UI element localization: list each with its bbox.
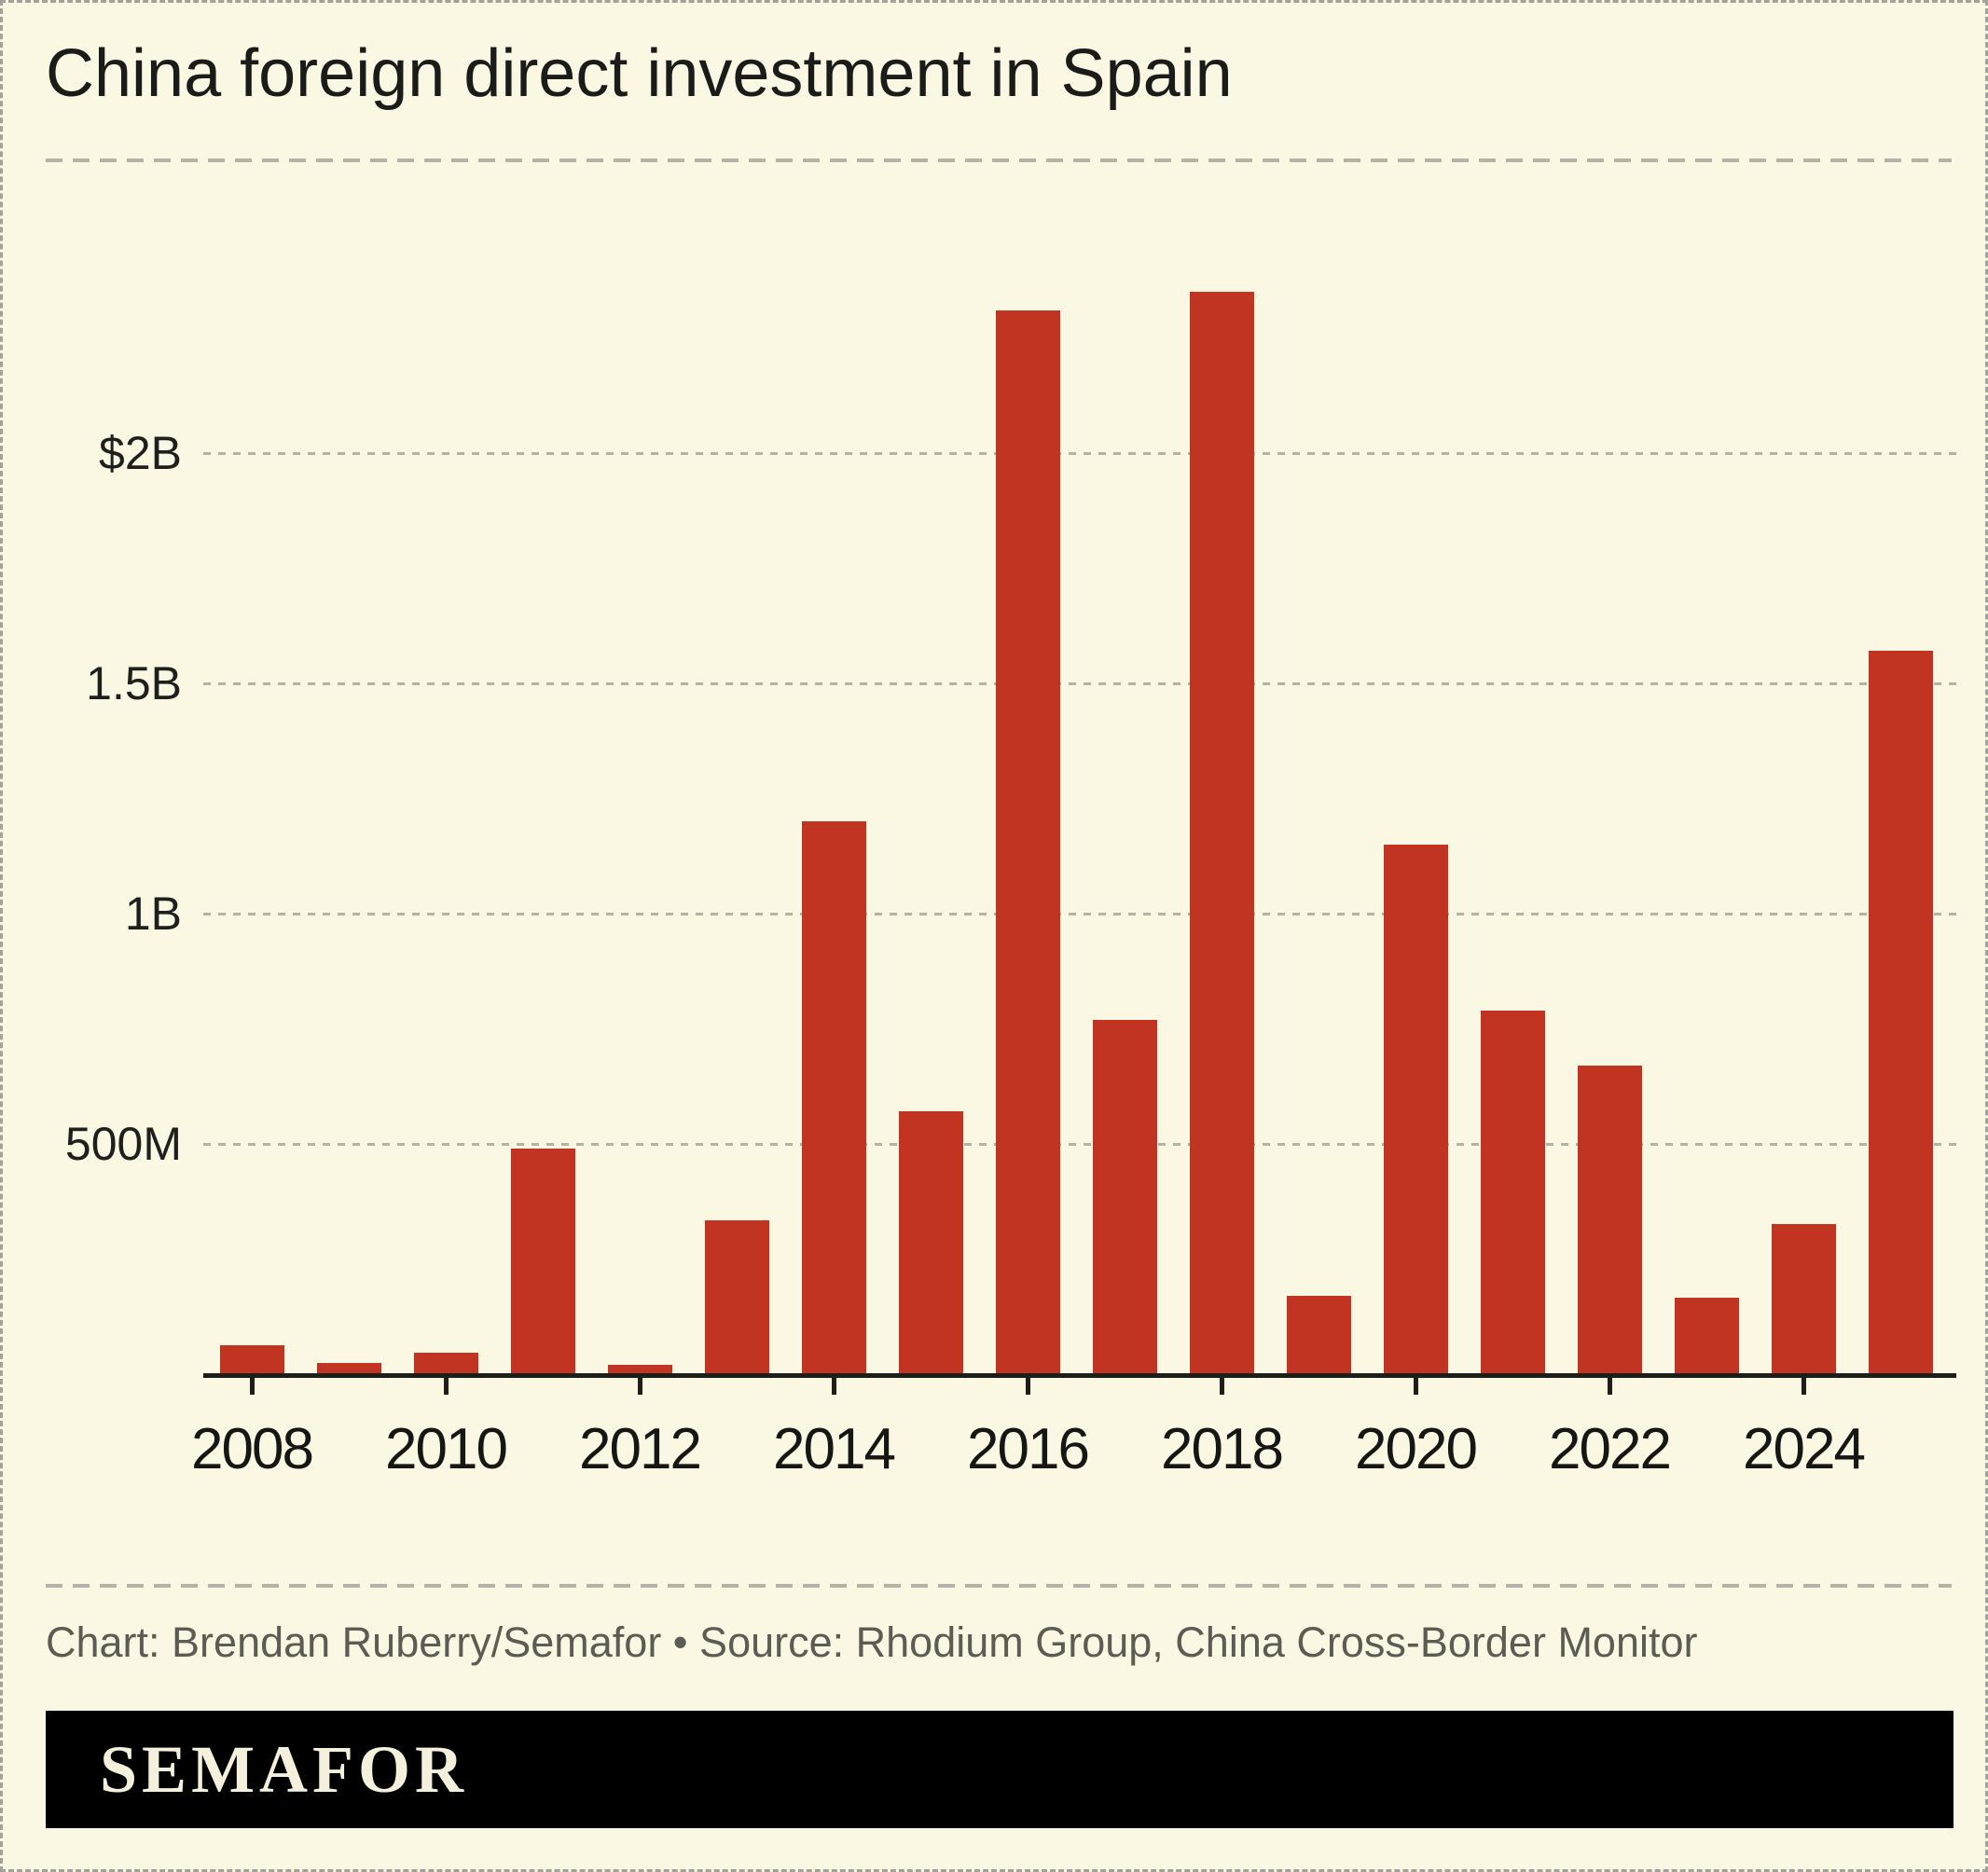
bar-2016 — [995, 310, 1060, 1374]
footer-separator — [46, 1584, 1952, 1588]
x-axis-tick-2012 — [637, 1378, 642, 1395]
y-axis-label-1.5B: 1.5B — [86, 657, 182, 709]
y-axis-label-1B: 1B — [124, 888, 182, 940]
bar-2010 — [413, 1353, 478, 1374]
x-axis-tick-2022 — [1607, 1378, 1612, 1395]
x-axis-label-2022: 2022 — [1549, 1417, 1672, 1481]
x-axis-label-2014: 2014 — [773, 1417, 896, 1481]
gridline-1B — [203, 913, 1956, 915]
bar-2025 — [1868, 651, 1933, 1374]
x-axis-label-2010: 2010 — [385, 1417, 508, 1481]
bar-2018 — [1189, 292, 1254, 1374]
x-axis-tick-2018 — [1219, 1378, 1224, 1395]
bar-2011 — [510, 1149, 575, 1374]
bar-2023 — [1674, 1298, 1739, 1374]
gridline-1.5B — [203, 682, 1956, 685]
x-axis-tick-2016 — [1025, 1378, 1030, 1395]
bar-2008 — [219, 1345, 284, 1374]
title-separator — [46, 158, 1952, 162]
gridline-$2B — [203, 452, 1956, 455]
bar-2022 — [1577, 1066, 1642, 1374]
bar-2024 — [1771, 1224, 1836, 1374]
bar-2021 — [1480, 1011, 1545, 1374]
chart-title: China foreign direct investment in Spain — [46, 36, 1233, 111]
bar-2013 — [704, 1220, 769, 1374]
x-axis-tick-2014 — [831, 1378, 836, 1395]
x-axis-tick-2020 — [1413, 1378, 1418, 1395]
x-axis-label-2008: 2008 — [191, 1417, 314, 1481]
y-axis-label-500M: 500M — [64, 1118, 182, 1170]
x-axis-label-2016: 2016 — [967, 1417, 1090, 1481]
credit-caption: Chart: Brendan Ruberry/Semafor • Source:… — [46, 1618, 1698, 1666]
bar-2015 — [898, 1111, 963, 1374]
bar-2020 — [1383, 845, 1448, 1374]
bar-2009 — [316, 1363, 381, 1374]
semafor-logo-bar: SEMAFOR — [46, 1711, 1953, 1828]
bar-2017 — [1092, 1020, 1157, 1374]
bar-2019 — [1286, 1296, 1351, 1374]
x-axis-label-2024: 2024 — [1743, 1417, 1866, 1481]
x-axis-label-2018: 2018 — [1161, 1417, 1284, 1481]
semafor-wordmark: SEMAFOR — [100, 1732, 468, 1807]
x-axis-tick-2008 — [249, 1378, 255, 1395]
bar-2012 — [607, 1365, 672, 1374]
x-axis-tick-2024 — [1801, 1378, 1806, 1395]
x-axis-tick-2010 — [443, 1378, 449, 1395]
x-axis-line — [203, 1373, 1956, 1378]
bar-2014 — [801, 821, 866, 1374]
x-axis-label-2020: 2020 — [1355, 1417, 1478, 1481]
x-axis-label-2012: 2012 — [579, 1417, 702, 1481]
gridline-500M — [203, 1143, 1956, 1146]
y-axis-label-$2B: $2B — [99, 427, 182, 479]
